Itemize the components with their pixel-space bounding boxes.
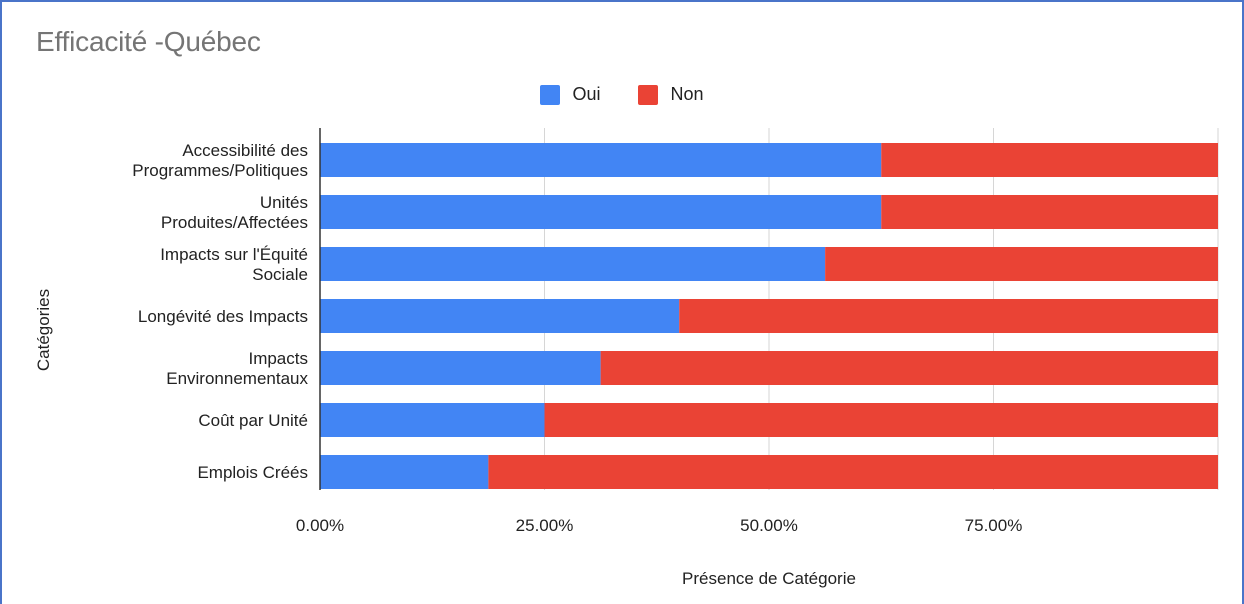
category-label-4: Impacts Environnementaux: [166, 349, 308, 388]
legend-label-non: Non: [670, 84, 704, 104]
bar-oui-1: [320, 195, 882, 229]
bar-non-3: [679, 299, 1218, 333]
legend: Oui Non: [0, 84, 1244, 105]
bar-oui-3: [320, 299, 680, 333]
legend-item-non[interactable]: Non: [638, 84, 704, 105]
legend-label-oui: Oui: [572, 84, 601, 104]
x-tick-label-0: 0.00%: [296, 516, 344, 535]
bar-non-0: [881, 143, 1218, 177]
y-axis-title: Catégories: [34, 289, 53, 371]
bar-oui-2: [320, 247, 826, 281]
bar-non-4: [600, 351, 1218, 385]
legend-item-oui[interactable]: Oui: [540, 84, 600, 105]
x-tick-label-1: 25.00%: [516, 516, 574, 535]
category-label-5: Coût par Unité: [198, 411, 308, 430]
x-tick-label-3: 75.00%: [965, 516, 1023, 535]
category-label-0: Accessibilité des Programmes/Politiques: [132, 141, 308, 180]
bar-non-2: [825, 247, 1218, 281]
x-axis-title: Présence de Catégorie: [682, 569, 856, 588]
bar-non-6: [488, 455, 1218, 489]
bar-oui-6: [320, 455, 489, 489]
x-tick-label-2: 50.00%: [740, 516, 798, 535]
bar-oui-5: [320, 403, 545, 437]
bar-oui-0: [320, 143, 882, 177]
bar-non-1: [881, 195, 1218, 229]
bar-oui-4: [320, 351, 601, 385]
category-label-2: Impacts sur l'Équité Sociale: [160, 245, 308, 284]
category-label-3: Longévité des Impacts: [138, 307, 308, 326]
chart-title: Efficacité -Québec: [36, 26, 261, 57]
legend-swatch-non: [638, 84, 659, 105]
bar-non-5: [544, 403, 1218, 437]
category-label-6: Emplois Créés: [197, 463, 308, 482]
category-label-1: Unités Produites/Affectées: [161, 193, 308, 232]
legend-swatch-oui: [540, 84, 561, 105]
